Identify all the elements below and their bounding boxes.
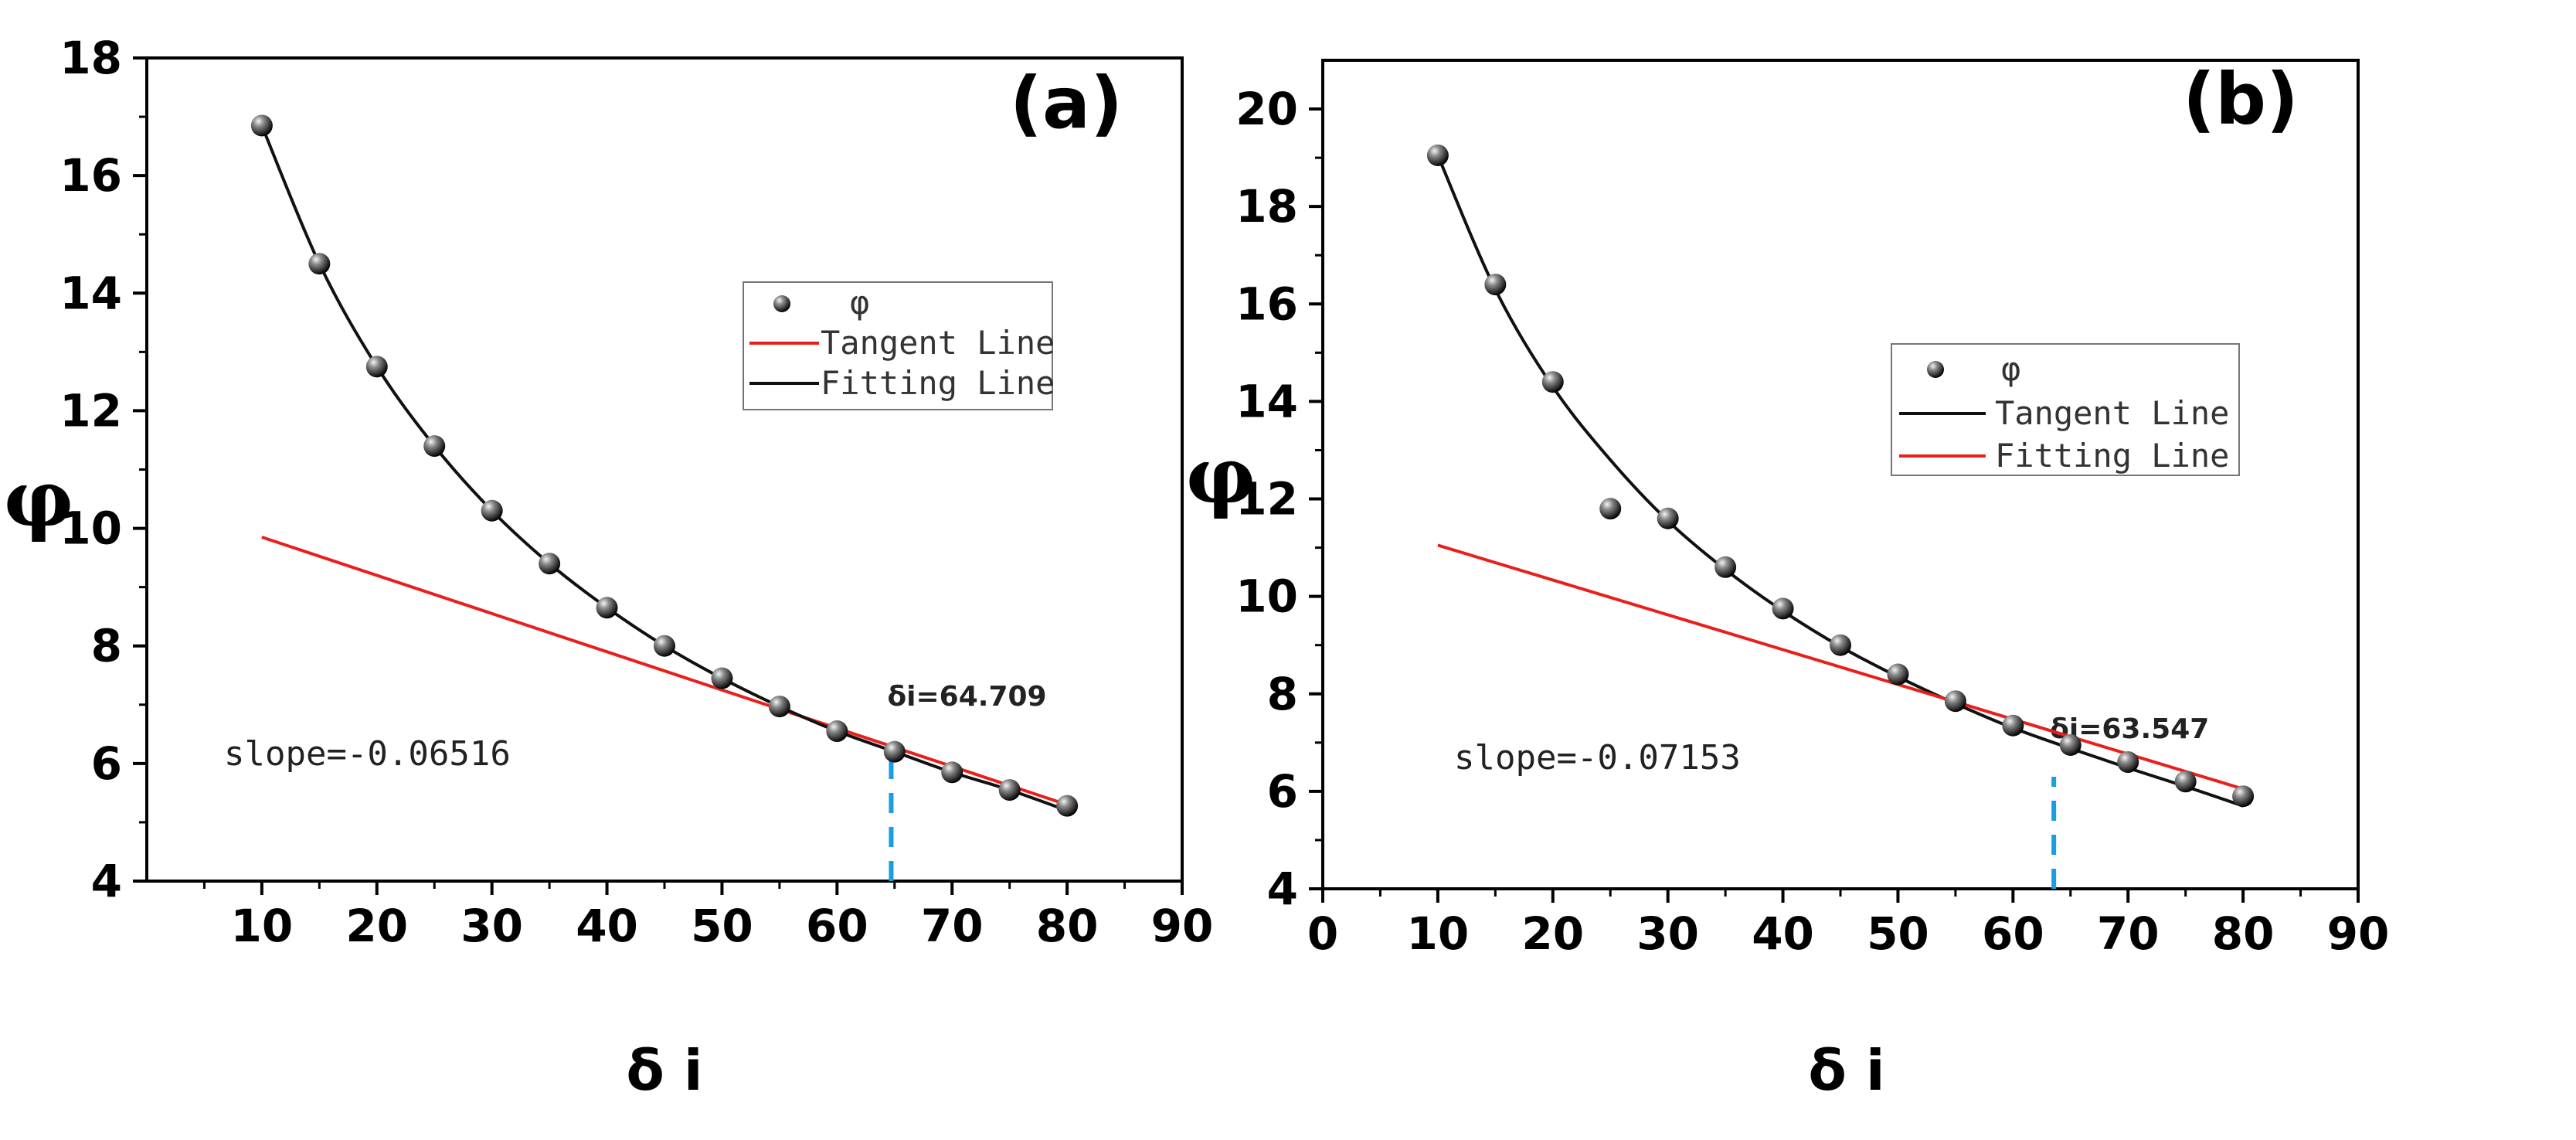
data-point	[1772, 597, 1794, 620]
data-point	[1484, 274, 1507, 296]
series-line-tangent-line	[261, 536, 1068, 807]
legend-label-phi: φ	[850, 284, 869, 322]
y-tick-label: 4	[1267, 863, 1298, 915]
data-point	[1599, 498, 1622, 520]
data-point	[481, 499, 503, 522]
y-tick-label: 12	[1235, 473, 1298, 526]
x-tick-label: 50	[691, 900, 753, 952]
legend-box	[743, 281, 1053, 410]
x-axis-title: δ i	[626, 1038, 702, 1103]
x-tick-label: 50	[1867, 907, 1929, 960]
legend-label-tangent: Tangent Line	[1995, 394, 2229, 432]
y-tick-label: 10	[59, 502, 122, 555]
legend-label-fitting: Fitting Line	[1995, 437, 2229, 475]
x-tick-label: 0	[1307, 907, 1338, 960]
data-point	[998, 779, 1021, 801]
y-tick-label: 8	[1267, 668, 1298, 720]
data-point	[1715, 556, 1737, 578]
data-point	[711, 667, 733, 689]
y-tick-label: 16	[1235, 277, 1298, 330]
x-tick-label: 30	[460, 900, 523, 952]
panel-label: (b)	[2183, 58, 2299, 141]
legend: φ Tangent Line Fitting Line	[1891, 343, 2240, 476]
data-point	[1657, 507, 1679, 529]
y-axis-title: φ	[1186, 430, 1256, 521]
x-tick-label: 70	[921, 900, 984, 952]
y-tick-label: 18	[1235, 180, 1298, 233]
legend-box	[1891, 343, 2240, 476]
x-tick-label: 70	[2097, 907, 2160, 960]
panel-label: (a)	[1010, 62, 1123, 145]
y-tick-label: 20	[1235, 83, 1298, 135]
data-point	[1944, 690, 1966, 713]
data-point	[1830, 634, 1851, 656]
x-tick-label: 90	[1151, 900, 1214, 952]
slope-annotation: slope=-0.06516	[224, 734, 511, 774]
y-tick-label: 18	[59, 32, 122, 84]
x-tick-label: 80	[1036, 900, 1099, 952]
legend: φ Tangent Line Fitting Line	[743, 281, 1055, 410]
data-point	[826, 720, 848, 743]
y-tick-label: 10	[1235, 570, 1298, 623]
data-point	[883, 740, 906, 763]
series-curve-tangent-line	[1436, 155, 2244, 808]
data-point	[2174, 771, 2197, 793]
x-tick-label: 60	[1982, 907, 2044, 960]
marker-label: δi=64.709	[887, 681, 1046, 713]
data-point	[1056, 795, 1079, 817]
data-point	[250, 114, 273, 137]
y-tick-label: 8	[91, 620, 122, 672]
data-point	[1541, 371, 1564, 393]
x-tick-label: 60	[806, 900, 868, 952]
legend-marker-phi	[773, 295, 790, 312]
legend-label-fitting: Fitting Line	[821, 364, 1055, 402]
x-tick-label: 20	[345, 900, 408, 952]
x-tick-label: 20	[1521, 907, 1584, 960]
series-line-fitting-line	[1437, 543, 2244, 791]
data-point	[2059, 733, 2082, 756]
slope-annotation: slope=-0.07153	[1454, 738, 1741, 778]
y-axis-title: φ	[4, 453, 73, 544]
panel-a: φ δ i (a) slope=-0.06516 10 20 30 40 50 60 70 8…	[4, 32, 1214, 1103]
x-tick-label: 80	[2212, 907, 2275, 960]
y-tick-label: 14	[1235, 375, 1298, 427]
legend-label-tangent: Tangent Line	[821, 324, 1055, 362]
data-point	[654, 635, 675, 657]
y-tick-label: 16	[59, 149, 122, 202]
x-tick-label: 30	[1636, 907, 1699, 960]
x-tick-label: 90	[2327, 907, 2390, 960]
data-point	[596, 597, 618, 619]
data-point	[423, 435, 446, 458]
panel-b: φ δ i (b) slope=-0.07153 0 10 20 30 40 50 60 70…	[1186, 58, 2390, 1103]
y-tick-label: 6	[91, 737, 122, 790]
data-point	[2002, 714, 2024, 737]
data-point	[539, 553, 561, 575]
data-point	[941, 761, 963, 784]
x-tick-label: 10	[1407, 907, 1470, 960]
data-point	[2232, 785, 2255, 808]
x-tick-label: 40	[1752, 907, 1814, 960]
data-point	[1426, 144, 1449, 166]
data-point	[1887, 663, 1909, 686]
y-tick-label: 14	[59, 267, 122, 319]
y-tick-label: 4	[91, 855, 122, 907]
y-tick-label: 6	[1267, 765, 1298, 818]
x-tick-label: 10	[231, 900, 294, 952]
data-point	[768, 696, 790, 718]
y-tick-label: 12	[59, 384, 122, 437]
x-axis-title: δ i	[1808, 1038, 1884, 1103]
data-point	[2117, 751, 2139, 774]
data-point	[308, 253, 331, 275]
legend-marker-phi	[1927, 361, 1944, 378]
x-tick-label: 40	[576, 900, 638, 952]
data-point	[365, 356, 388, 378]
legend-label-phi: φ	[2001, 350, 2020, 388]
